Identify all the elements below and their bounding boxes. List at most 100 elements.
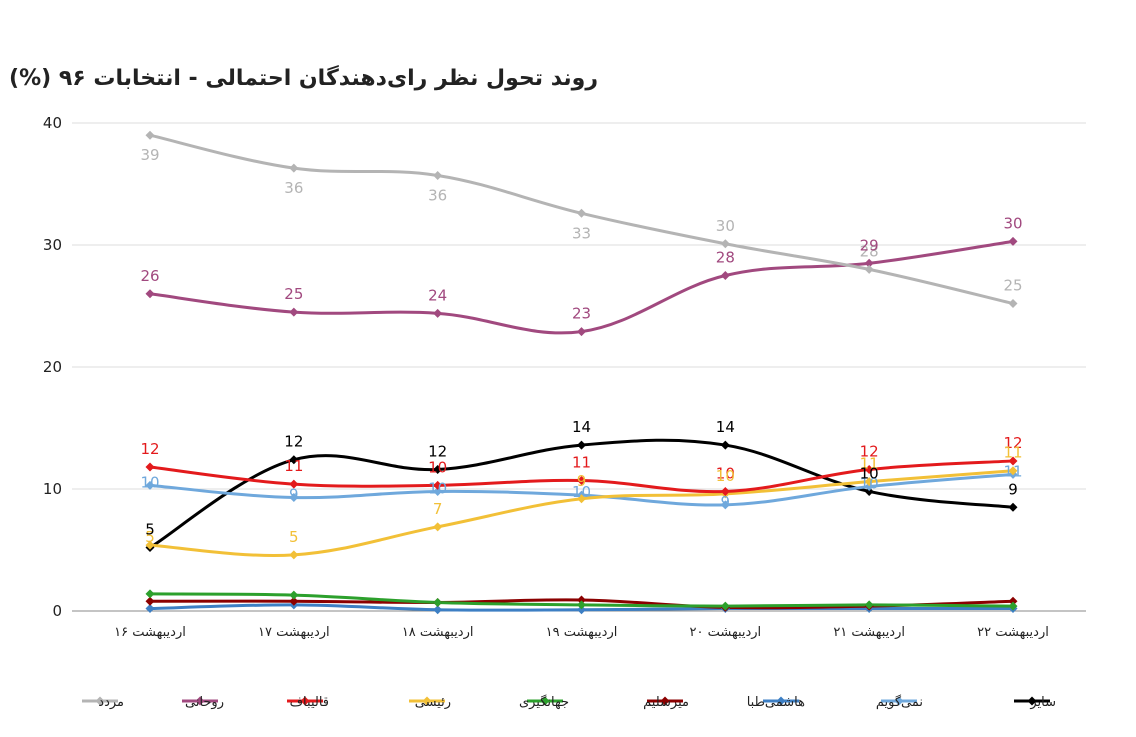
data-label: 11 bbox=[860, 455, 879, 473]
series-marker bbox=[577, 440, 586, 450]
series-marker bbox=[289, 596, 299, 606]
data-label: 39 bbox=[140, 146, 159, 164]
series-marker bbox=[289, 307, 299, 317]
x-axis: اردیبهشت ۱۶ اردیبهشت ۱۷ اردیبهشت ۱۸ اردیبهش… bbox=[114, 625, 1049, 640]
gridlines bbox=[72, 122, 1086, 612]
y-tick-label: 0 bbox=[52, 602, 62, 620]
series-marker bbox=[1008, 601, 1018, 611]
series-marker bbox=[145, 289, 155, 299]
series-marker bbox=[433, 605, 443, 615]
series-marker bbox=[145, 462, 155, 472]
x-tick-label: اردیبهشت ۱۹ bbox=[546, 625, 618, 640]
series-marker bbox=[864, 264, 874, 274]
x-tick-label: اردیبهشت ۱۷ bbox=[258, 625, 330, 640]
series-marker bbox=[864, 464, 874, 474]
series-marker bbox=[433, 480, 443, 490]
series-marker bbox=[720, 239, 730, 249]
data-label: 10 bbox=[428, 458, 447, 476]
data-label: 24 bbox=[428, 286, 447, 304]
series-marker bbox=[864, 477, 874, 487]
data-label: 10 bbox=[716, 467, 735, 485]
data-label: 26 bbox=[140, 267, 159, 285]
legend-label: هاشمی‌طبا bbox=[747, 695, 805, 710]
legend-label: روحانی bbox=[185, 695, 224, 710]
series-marker bbox=[289, 163, 299, 173]
series-marker bbox=[720, 271, 730, 280]
legend-label: جهانگیری bbox=[519, 694, 569, 710]
series-marker bbox=[720, 440, 730, 450]
data-label: 33 bbox=[572, 224, 591, 242]
series-marker bbox=[720, 486, 730, 496]
data-label: 12 bbox=[860, 442, 879, 460]
legend-label: میرسلیم bbox=[643, 695, 689, 710]
series-marker bbox=[433, 486, 443, 496]
data-label: 10 bbox=[860, 464, 879, 482]
series-marker bbox=[720, 601, 730, 611]
series-marker bbox=[145, 589, 155, 599]
data-label: 25 bbox=[284, 285, 303, 303]
legend-marker bbox=[422, 696, 432, 706]
data-label: 12 bbox=[284, 433, 303, 451]
data-label: 11 bbox=[1003, 444, 1022, 462]
data-label: 5 bbox=[289, 528, 299, 546]
data-label: 5 bbox=[145, 528, 155, 546]
series-marker bbox=[577, 595, 586, 605]
data-label: 30 bbox=[1003, 214, 1022, 232]
data-label: 14 bbox=[572, 418, 591, 436]
series-marker bbox=[577, 208, 586, 218]
series-marker bbox=[577, 494, 586, 504]
data-label: 30 bbox=[716, 217, 735, 235]
data-label: 12 bbox=[1003, 434, 1022, 452]
legend-marker bbox=[300, 696, 310, 706]
y-tick-label: 40 bbox=[43, 114, 62, 132]
series-marker bbox=[577, 327, 586, 337]
data-label: 10 bbox=[716, 464, 735, 482]
data-label: 9 bbox=[721, 493, 731, 511]
data-label: 9 bbox=[289, 486, 299, 504]
x-tick-label: اردیبهشت ۱۸ bbox=[402, 625, 474, 640]
series-lines bbox=[148, 133, 1015, 612]
series-marker bbox=[289, 590, 299, 600]
legend-marker bbox=[894, 696, 904, 706]
legend-label: رئیسی bbox=[415, 695, 451, 710]
data-label: 10 bbox=[572, 483, 591, 501]
series-marker bbox=[145, 596, 155, 606]
series-marker bbox=[145, 540, 155, 550]
series-marker bbox=[577, 600, 586, 610]
series-marker bbox=[1008, 466, 1018, 476]
series-marker bbox=[864, 482, 874, 492]
data-label: 9 bbox=[577, 472, 587, 490]
y-axis: 0 10 20 30 40 bbox=[43, 114, 62, 620]
x-tick-label: اردیبهشت ۲۱ bbox=[833, 625, 905, 640]
series-marker bbox=[1008, 596, 1018, 606]
series-marker bbox=[1008, 236, 1018, 246]
y-tick-label: 20 bbox=[43, 358, 62, 376]
series-marker bbox=[433, 308, 443, 318]
data-label: 5 bbox=[145, 521, 155, 539]
x-tick-label: اردیبهشت ۲۲ bbox=[977, 625, 1049, 640]
series-marker bbox=[577, 605, 586, 615]
series-marker bbox=[1008, 502, 1018, 512]
legend-label: نمی‌گویم bbox=[876, 694, 923, 710]
data-label: 12 bbox=[428, 442, 447, 460]
series-marker bbox=[289, 550, 299, 560]
series-marker bbox=[433, 170, 443, 180]
data-label: 36 bbox=[428, 186, 447, 204]
legend-marker bbox=[195, 696, 205, 706]
series-markers bbox=[145, 130, 1018, 615]
series-marker bbox=[577, 475, 586, 485]
data-label: 14 bbox=[716, 418, 735, 436]
x-tick-label: اردیبهشت ۱۶ bbox=[114, 625, 186, 640]
legend-marker bbox=[660, 696, 670, 706]
series-marker bbox=[289, 493, 299, 503]
data-label: 11 bbox=[572, 453, 591, 471]
data-label: 10 bbox=[860, 475, 879, 493]
series-marker bbox=[1008, 456, 1018, 466]
legend-label: مردد bbox=[98, 695, 124, 710]
data-label: 12 bbox=[140, 440, 159, 458]
legend-label: قالیباف bbox=[290, 695, 329, 710]
data-label: 11 bbox=[1003, 462, 1022, 480]
series-marker bbox=[864, 600, 874, 610]
